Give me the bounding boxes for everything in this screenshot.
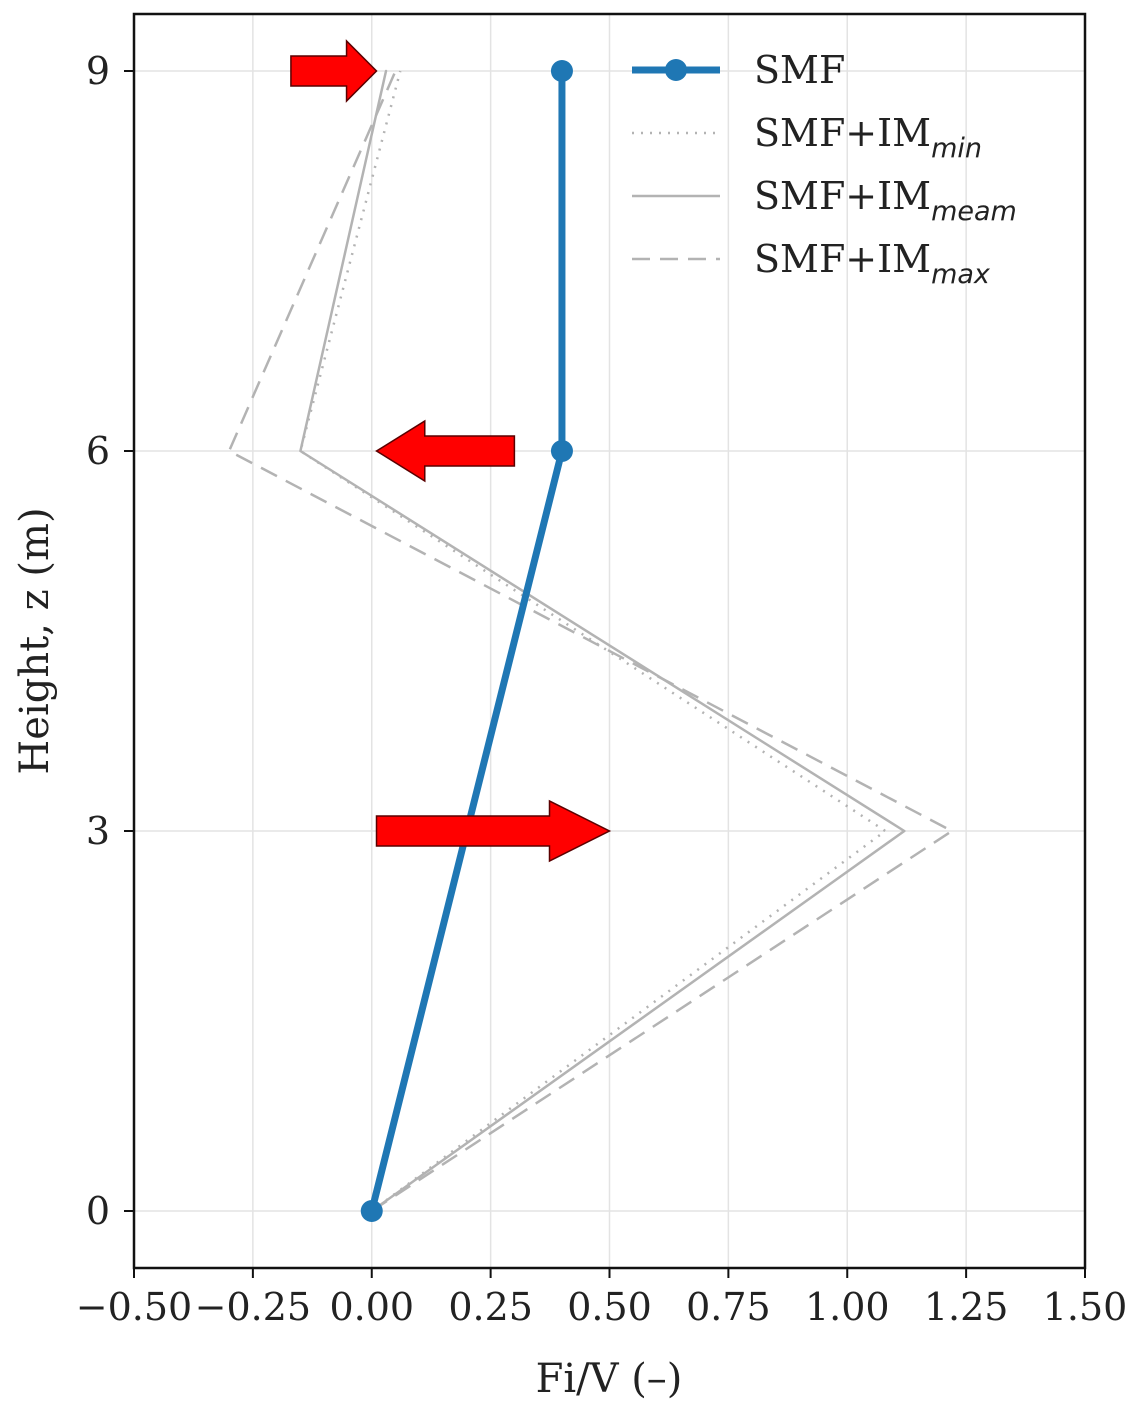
y-tick-label: 6 — [86, 429, 110, 473]
series-line-SMF — [368, 67, 566, 1215]
y-axis-label: Height, z (m) — [12, 507, 58, 774]
legend-label-main: SMF+IM — [754, 174, 931, 218]
force-arrow — [290, 39, 378, 103]
legend-label-main: SMF+IM — [754, 111, 931, 155]
legend-label-subscript: meam — [931, 196, 1017, 227]
force-arrow — [375, 799, 612, 863]
series-marker-SMF — [550, 60, 573, 82]
legend-marker-SMF — [665, 59, 687, 81]
y-tick-label: 9 — [86, 49, 110, 93]
axes: −0.50 −0.25 0.00 0.25 0.50 0.75 1.00 1.25 1.50 0 3… — [76, 12, 1128, 1329]
y-tick-label: 3 — [86, 809, 110, 853]
x-tick-label: 1.00 — [805, 1285, 890, 1329]
x-tick-label: −0.25 — [195, 1285, 311, 1329]
legend-label-SMF+IMmin: SMF+IMmin — [754, 111, 982, 164]
series-line-SMF+IMmeam — [299, 69, 906, 1213]
legend-label-SMF+IMmeam: SMF+IMmeam — [754, 174, 1017, 227]
legend-label-SMF+IMmax: SMF+IMmax — [754, 237, 991, 290]
x-tick-label: 0.25 — [448, 1285, 533, 1329]
x-tick-label: 0.50 — [567, 1285, 652, 1329]
force-arrow — [375, 419, 516, 483]
x-axis-label: Fi/V (–) — [536, 1356, 683, 1402]
x-tick-label: 1.25 — [924, 1285, 1009, 1329]
series-marker-SMF — [550, 440, 573, 462]
x-tick-label: 1.50 — [1043, 1285, 1128, 1329]
x-tick-label: −0.50 — [76, 1285, 192, 1329]
arrow-layer — [290, 39, 612, 863]
y-tick-label: 0 — [86, 1189, 110, 1233]
x-tick-label: 0.00 — [329, 1285, 414, 1329]
legend-label-subscript: min — [931, 133, 982, 164]
series-layer — [227, 60, 954, 1222]
legend-label-SMF: SMF — [754, 48, 845, 92]
legend-label-main: SMF+IM — [754, 237, 931, 281]
x-tick-label: 0.75 — [686, 1285, 771, 1329]
legend-label-subscript: max — [931, 259, 991, 290]
series-marker-SMF — [360, 1200, 383, 1222]
series-line-SMF+IMmax — [227, 70, 954, 1213]
